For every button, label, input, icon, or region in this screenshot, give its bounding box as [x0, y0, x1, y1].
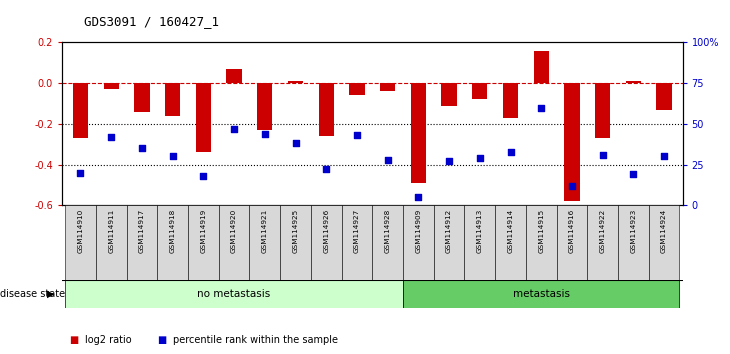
Point [74, 170, 86, 176]
Bar [595, 83, 610, 138]
Bar [403, 205, 434, 280]
Text: GSM114922: GSM114922 [599, 208, 606, 252]
Text: GSM114915: GSM114915 [538, 208, 545, 252]
Bar [196, 83, 211, 152]
Text: GSM114917: GSM114917 [139, 208, 145, 252]
Text: disease state: disease state [0, 289, 65, 299]
Bar [464, 205, 495, 280]
Bar [257, 83, 272, 130]
Bar [526, 205, 556, 280]
Text: GSM114925: GSM114925 [293, 208, 299, 252]
Point [136, 145, 147, 151]
Bar [495, 205, 526, 280]
Point [198, 173, 210, 179]
Point [228, 126, 240, 132]
Bar [434, 205, 464, 280]
Bar [165, 83, 180, 116]
Point [535, 105, 547, 110]
Bar [134, 83, 150, 112]
Point [628, 172, 639, 177]
Text: GSM114920: GSM114920 [231, 208, 237, 252]
Text: GSM114916: GSM114916 [569, 208, 575, 252]
Bar [656, 83, 672, 110]
Bar [380, 83, 396, 91]
Text: GSM114921: GSM114921 [262, 208, 268, 252]
Text: GSM114918: GSM114918 [169, 208, 176, 252]
Bar [442, 83, 457, 105]
Text: GSM114914: GSM114914 [507, 208, 513, 252]
Bar [311, 205, 342, 280]
Point [351, 132, 363, 138]
Point [412, 194, 424, 200]
Text: ▶: ▶ [47, 289, 55, 299]
Point [290, 141, 301, 146]
Bar [411, 83, 426, 183]
Text: GSM114928: GSM114928 [385, 208, 391, 252]
Point [658, 154, 670, 159]
Bar [618, 205, 649, 280]
Text: ■: ■ [69, 335, 79, 345]
Bar [503, 83, 518, 118]
Text: GSM114926: GSM114926 [323, 208, 329, 252]
Bar [65, 280, 403, 308]
Bar [403, 280, 680, 308]
Bar [342, 205, 372, 280]
Point [474, 155, 485, 161]
Bar [564, 83, 580, 201]
Text: GSM114912: GSM114912 [446, 208, 452, 252]
Bar [126, 205, 157, 280]
Point [166, 154, 178, 159]
Bar [626, 81, 641, 83]
Bar [472, 83, 488, 99]
Bar [288, 81, 303, 83]
Point [320, 167, 332, 172]
Bar [588, 205, 618, 280]
Text: log2 ratio: log2 ratio [85, 335, 132, 345]
Bar [649, 205, 680, 280]
Bar [219, 205, 250, 280]
Bar [104, 83, 119, 89]
Text: percentile rank within the sample: percentile rank within the sample [173, 335, 338, 345]
Bar [157, 205, 188, 280]
Text: GDS3091 / 160427_1: GDS3091 / 160427_1 [84, 15, 219, 28]
Bar [318, 83, 334, 136]
Bar [534, 51, 549, 83]
Point [597, 152, 609, 158]
Text: GSM114913: GSM114913 [477, 208, 483, 252]
Text: metastasis: metastasis [512, 289, 569, 299]
Text: GSM114911: GSM114911 [108, 208, 114, 252]
Point [259, 131, 271, 137]
Point [443, 159, 455, 164]
Bar [226, 69, 242, 83]
Point [566, 183, 578, 189]
Text: GSM114909: GSM114909 [415, 208, 421, 252]
Text: GSM114927: GSM114927 [354, 208, 360, 252]
Bar [556, 205, 588, 280]
Bar [188, 205, 219, 280]
Point [382, 157, 393, 162]
Text: GSM114924: GSM114924 [661, 208, 667, 252]
Bar [96, 205, 126, 280]
Text: GSM114919: GSM114919 [200, 208, 207, 252]
Bar [349, 83, 364, 96]
Bar [65, 205, 96, 280]
Bar [372, 205, 403, 280]
Point [105, 134, 117, 140]
Bar [280, 205, 311, 280]
Point [504, 149, 516, 154]
Text: no metastasis: no metastasis [197, 289, 271, 299]
Text: ■: ■ [157, 335, 166, 345]
Text: GSM114923: GSM114923 [631, 208, 637, 252]
Bar [73, 83, 88, 138]
Text: GSM114910: GSM114910 [77, 208, 83, 252]
Bar [250, 205, 280, 280]
